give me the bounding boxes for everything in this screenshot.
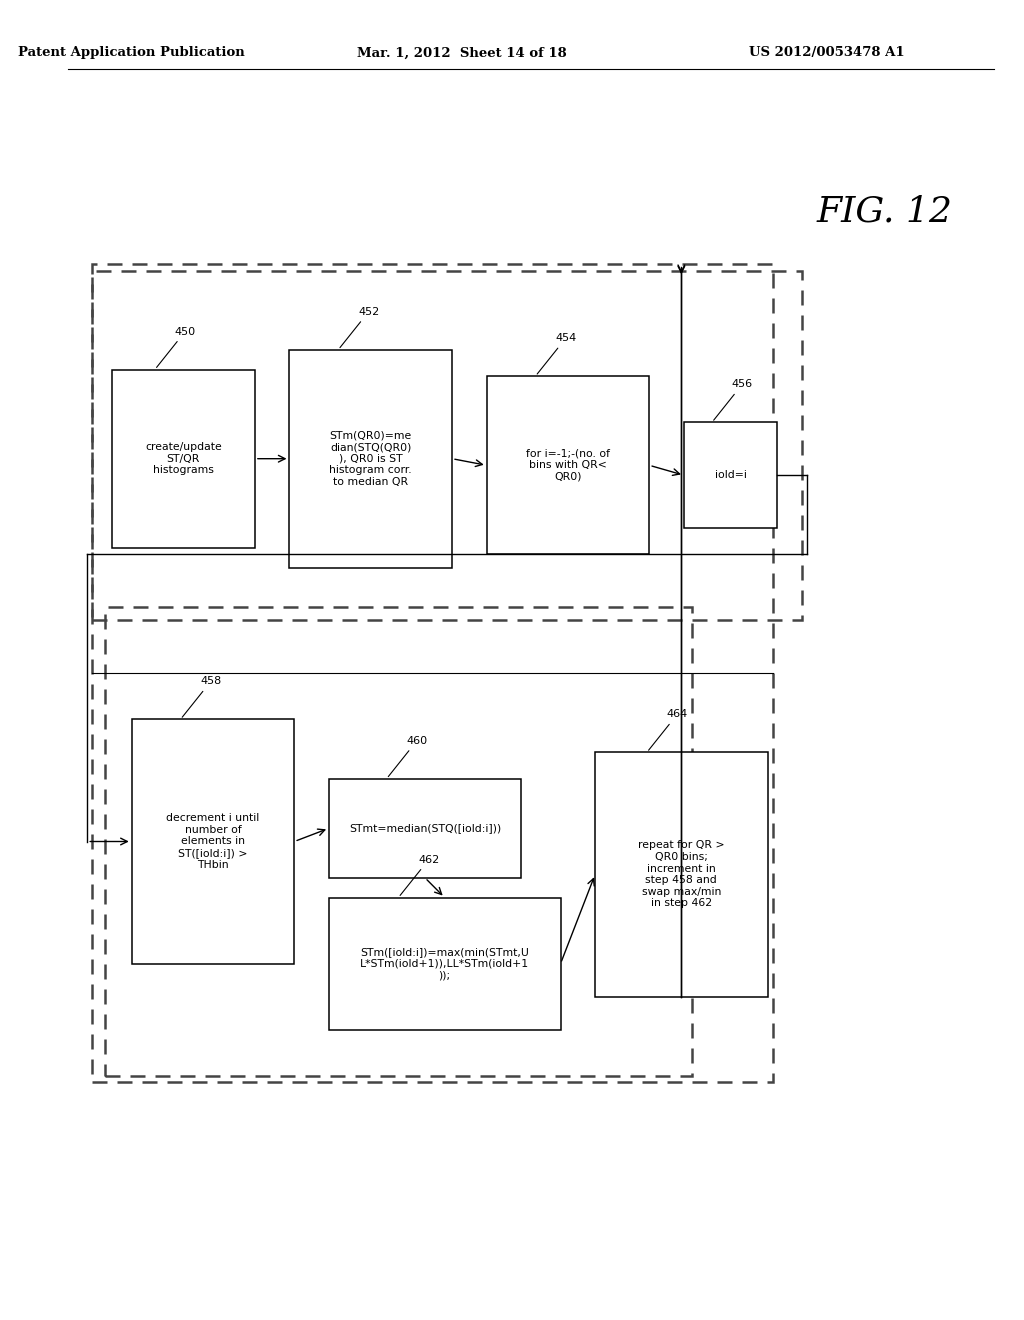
Bar	[105, 607, 692, 1076]
Bar	[132, 719, 294, 964]
Text: 462: 462	[400, 854, 439, 895]
Bar	[486, 376, 649, 554]
Text: 458: 458	[182, 676, 221, 717]
Text: 452: 452	[340, 306, 379, 347]
Bar	[112, 370, 255, 548]
Text: Mar. 1, 2012  Sheet 14 of 18: Mar. 1, 2012 Sheet 14 of 18	[357, 46, 567, 59]
Text: iold=i: iold=i	[715, 470, 746, 480]
Text: Patent Application Publication: Patent Application Publication	[18, 46, 245, 59]
Bar	[595, 752, 768, 997]
Text: 460: 460	[388, 735, 427, 776]
Text: 464: 464	[648, 709, 688, 750]
Text: STmt=median(STQ([iold:i])): STmt=median(STQ([iold:i]))	[349, 824, 501, 833]
Text: STm([iold:i])=max(min(STmt,U
L*STm(iold+1)),LL*STm(iold+1
));: STm([iold:i])=max(min(STmt,U L*STm(iold+…	[360, 946, 529, 981]
Text: 456: 456	[714, 379, 753, 420]
Text: decrement i until
number of
elements in
ST([iold:i]) >
THbin: decrement i until number of elements in …	[166, 813, 260, 870]
Text: STm(QR0)=me
dian(STQ(QR0)
), QR0 is ST
histogram corr.
to median QR: STm(QR0)=me dian(STQ(QR0) ), QR0 is ST h…	[330, 430, 412, 487]
Bar	[329, 779, 521, 878]
Text: FIG. 12: FIG. 12	[817, 194, 953, 228]
Text: 450: 450	[157, 326, 196, 367]
Bar	[290, 350, 453, 568]
Text: repeat for QR >
QR0 bins;
increment in
step 458 and
swap max/min
in step 462: repeat for QR > QR0 bins; increment in s…	[638, 841, 725, 908]
Bar	[92, 271, 802, 620]
Text: 454: 454	[538, 333, 577, 374]
Text: US 2012/0053478 A1: US 2012/0053478 A1	[749, 46, 904, 59]
Bar	[329, 898, 560, 1030]
Text: create/update
ST/QR
histograms: create/update ST/QR histograms	[145, 442, 222, 475]
Bar	[92, 264, 772, 1082]
Bar	[684, 422, 777, 528]
Text: for i=-1;-(no. of
bins with QR<
QR0): for i=-1;-(no. of bins with QR< QR0)	[526, 449, 610, 482]
